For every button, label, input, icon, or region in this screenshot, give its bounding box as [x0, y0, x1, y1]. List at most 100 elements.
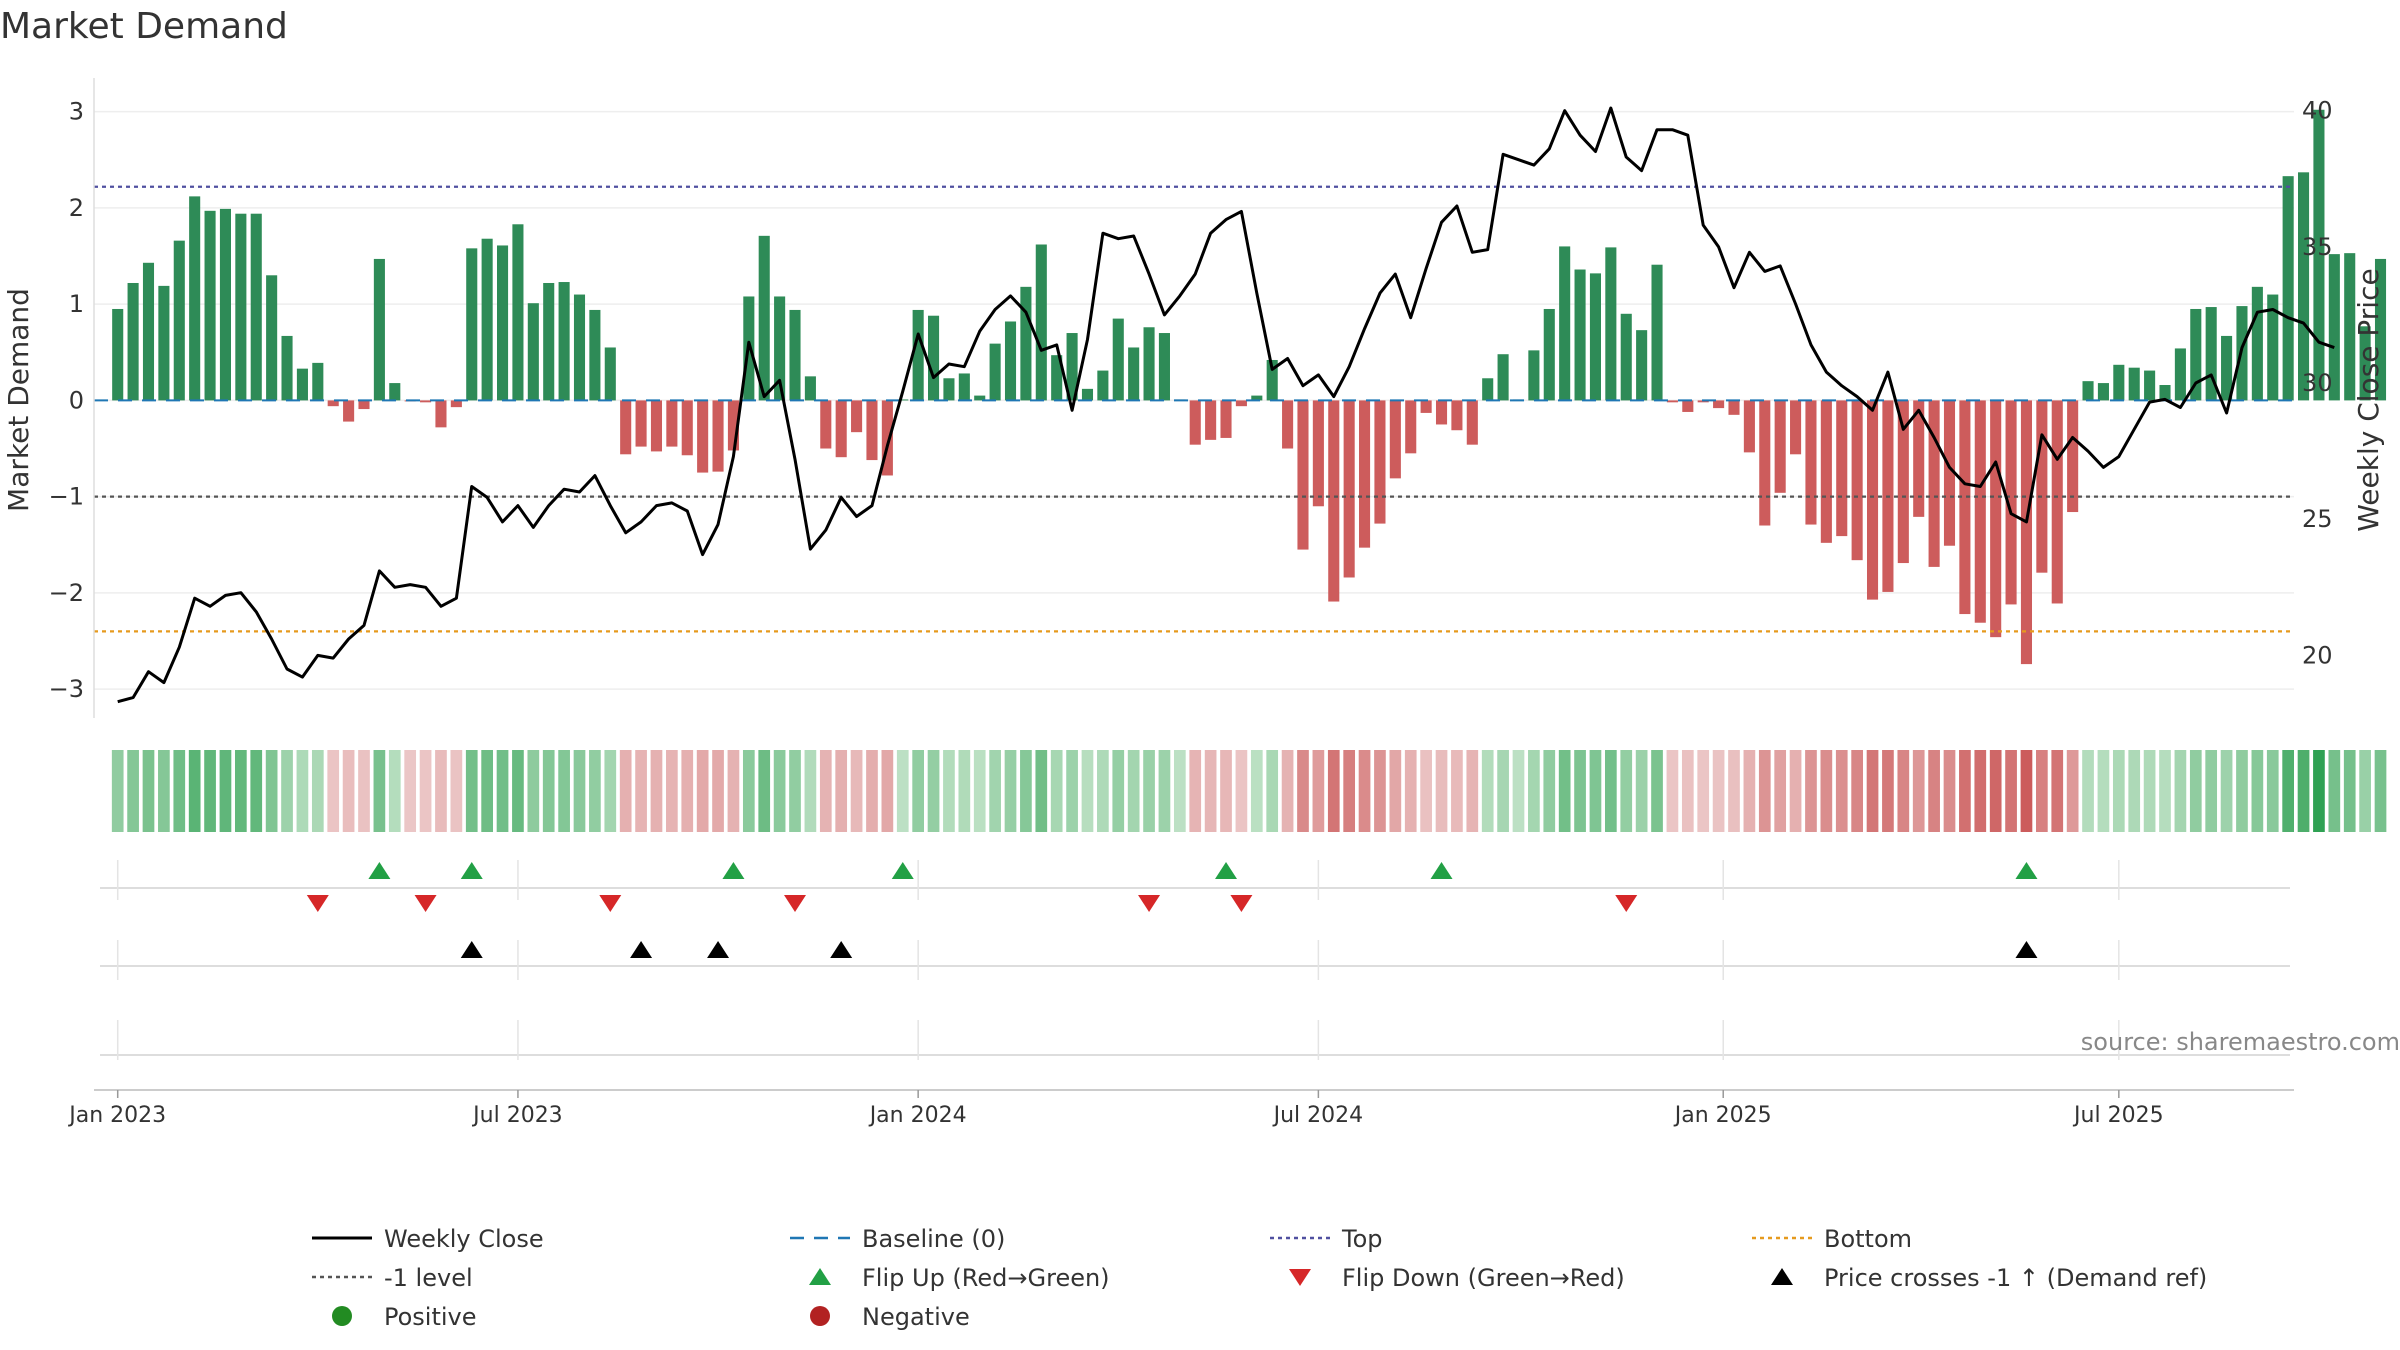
legend-label: Positive: [384, 1303, 477, 1331]
legend-item-baseline: Baseline (0): [790, 1225, 1005, 1253]
price-cross-marker: [630, 941, 653, 958]
positive-demand-bar: [2159, 385, 2171, 401]
negative-demand-bar: [697, 400, 709, 473]
right-y-tick-label: 20: [2302, 641, 2333, 669]
legend-item-negative: Negative: [810, 1303, 970, 1331]
heat-cell: [1543, 750, 1556, 832]
flip-down-marker: [1230, 895, 1253, 912]
legend-label: Negative: [862, 1303, 970, 1331]
heat-cell: [589, 750, 601, 832]
positive-demand-bar: [543, 282, 555, 401]
negative-demand-bar: [1743, 400, 1755, 453]
heat-cell: [1882, 750, 1894, 832]
heat-cell: [2328, 750, 2341, 832]
positive-demand-bar: [112, 308, 124, 401]
heat-cell: [2112, 750, 2125, 832]
negative-demand-bar: [2005, 400, 2017, 605]
positive-demand-bar: [1574, 269, 1586, 401]
heat-cell: [2313, 750, 2325, 832]
positive-demand-bar: [1128, 347, 1140, 401]
main-plot-area: 3 2 1 0 −1 −2 −3 40 35 30 25 20 Market Demand Week…: [2, 78, 2387, 718]
positive-demand-bar: [1097, 370, 1109, 401]
right-y-axis: 40 35 30 25 20: [2302, 97, 2333, 670]
positive-demand-bar: [558, 282, 570, 401]
heat-cell: [1220, 750, 1232, 832]
positive-demand-bar: [173, 240, 185, 401]
negative-demand-bar: [1389, 400, 1401, 479]
heat-cell: [142, 750, 155, 832]
negative-demand-bar: [1990, 400, 2002, 638]
heat-cell: [681, 750, 694, 832]
positive-demand-bar: [235, 213, 247, 401]
negative-demand-bar: [1420, 400, 1432, 413]
heat-cell: [1451, 750, 1463, 832]
heat-cell: [1481, 750, 1494, 832]
heat-cell: [2359, 750, 2371, 832]
heat-cell: [2020, 750, 2033, 832]
heat-cell: [2066, 750, 2079, 832]
heat-cell: [558, 750, 570, 832]
positive-demand-bar: [943, 378, 955, 401]
flip-markers: [306, 862, 2038, 912]
positive-demand-bar: [989, 343, 1001, 401]
heat-cell: [1358, 750, 1371, 832]
heat-cell: [758, 750, 771, 832]
flip-up-marker: [368, 862, 391, 879]
heat-cell: [635, 750, 647, 832]
positive-demand-bar: [1559, 246, 1571, 401]
right-y-axis-label: Weekly Close Price: [2352, 268, 2385, 531]
negative-demand-bar: [635, 400, 647, 447]
negative-demand-bar: [866, 400, 878, 461]
negative-demand-bar: [1343, 400, 1355, 578]
positive-demand-bar: [2097, 383, 2109, 401]
y-tick-label: 0: [69, 386, 84, 414]
heat-cell: [2036, 750, 2048, 832]
heat-cell: [1959, 750, 1971, 832]
negative-demand-bar: [1943, 400, 1956, 546]
x-tick-label: Jul 2025: [2072, 1103, 2164, 1128]
chart-title: Market Demand: [0, 6, 288, 47]
negative-demand-bar: [1666, 400, 1678, 403]
positive-demand-bar: [281, 335, 293, 401]
heat-cell: [250, 750, 263, 832]
heat-cell: [773, 750, 786, 832]
heat-cell: [527, 750, 540, 832]
positive-demand-bar: [466, 248, 478, 401]
heat-cell: [2220, 750, 2233, 832]
heat-cell: [1420, 750, 1432, 832]
heat-cell: [804, 750, 817, 832]
positive-demand-bar: [219, 208, 231, 401]
positive-demand-bar: [1497, 354, 1509, 401]
positive-demand-bar: [974, 395, 986, 401]
positive-demand-bar: [1251, 395, 1263, 401]
positive-demand-bar: [2251, 286, 2263, 401]
heat-cell: [1528, 750, 1540, 832]
positive-demand-bar: [1051, 355, 1063, 401]
legend-swatch: [810, 1306, 830, 1326]
positive-demand-bar: [1482, 378, 1494, 401]
y-tick-label: −2: [49, 579, 84, 607]
negative-demand-bar: [851, 400, 863, 433]
negative-demand-bar: [1897, 400, 1909, 564]
positive-demand-bar: [2328, 254, 2340, 401]
positive-demand-bar: [1158, 333, 1170, 401]
legend-item-flipup: Flip Up (Red→Green): [809, 1264, 1110, 1292]
heat-cell: [1974, 750, 1987, 832]
heat-cell: [958, 750, 971, 832]
negative-demand-bar: [1466, 400, 1478, 445]
negative-demand-bar: [1205, 400, 1217, 440]
heat-cell: [1389, 750, 1402, 832]
positive-demand-bar: [204, 210, 216, 401]
heat-cell: [1620, 750, 1633, 832]
right-y-tick-label: 25: [2302, 505, 2333, 533]
positive-demand-bar: [373, 258, 385, 401]
heat-cell: [2343, 750, 2356, 832]
heat-cell: [1728, 750, 1740, 832]
positive-demand-bar: [958, 373, 970, 401]
positive-demand-bar: [2113, 364, 2125, 401]
legend-item-flipdown: Flip Down (Green→Red): [1289, 1264, 1625, 1292]
positive-demand-bar: [912, 309, 924, 401]
heat-cell: [1712, 750, 1725, 832]
demand-bars: [112, 109, 2387, 665]
y-axis-label: Market Demand: [2, 288, 35, 512]
